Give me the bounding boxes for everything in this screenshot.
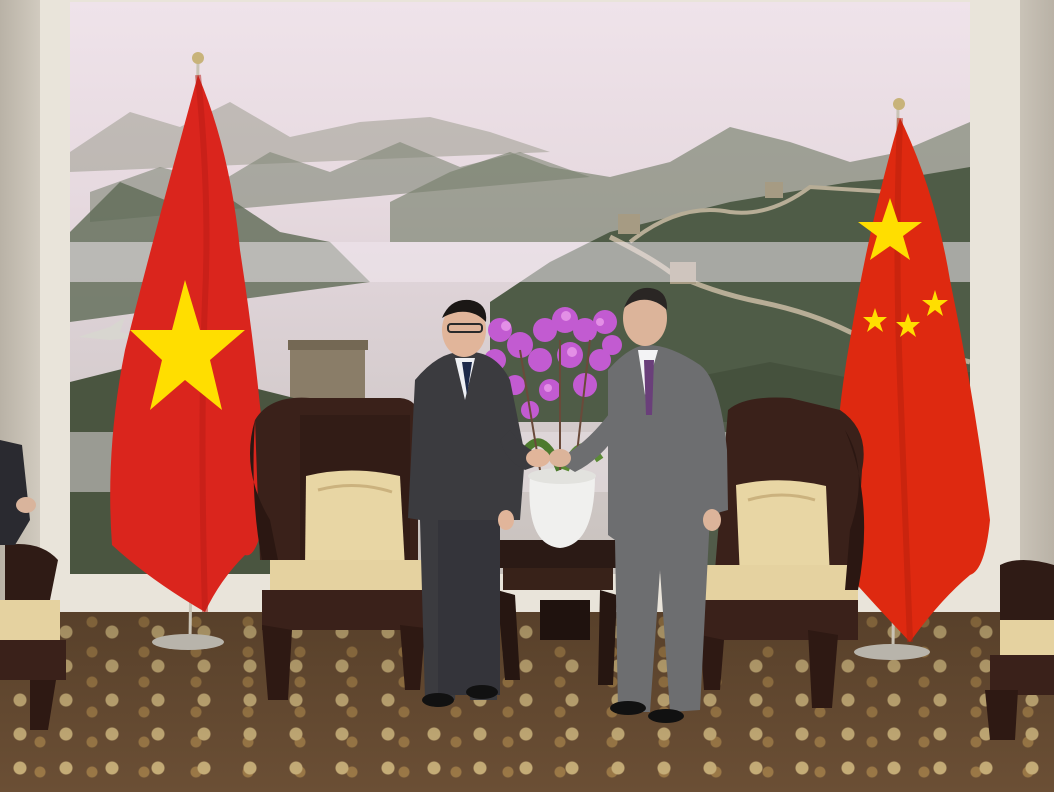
tea-table <box>497 540 619 685</box>
right-armchair <box>698 397 865 708</box>
china-flag <box>834 98 990 660</box>
vietnam-flag <box>110 52 269 650</box>
patterned-carpet <box>0 612 1054 792</box>
man-left <box>408 299 550 707</box>
side-chair-right <box>985 560 1054 740</box>
side-chair-left <box>0 440 66 730</box>
man-right <box>549 287 728 723</box>
left-armchair <box>250 397 432 700</box>
